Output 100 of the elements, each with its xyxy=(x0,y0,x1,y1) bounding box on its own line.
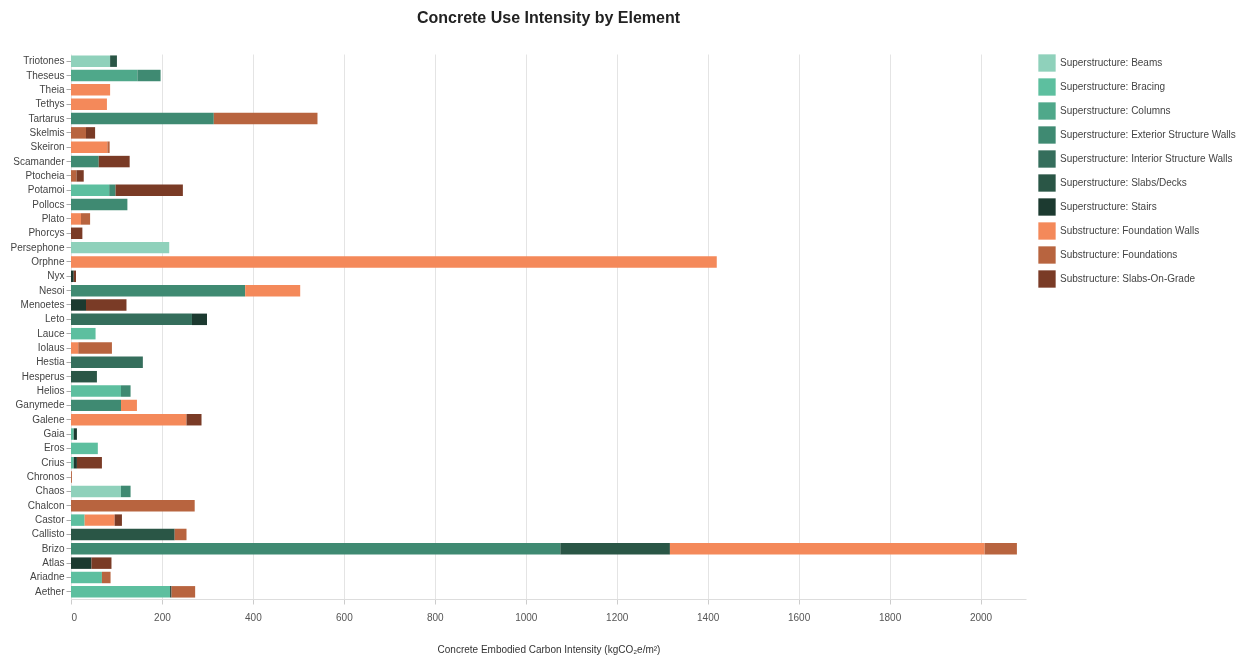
bar xyxy=(121,385,131,397)
bar xyxy=(71,528,175,541)
legend-label: Superstructure: Slabs/Decks xyxy=(1060,177,1187,188)
x-axis-title: Concrete Embodied Carbon Intensity (kgCO₂e/m²) xyxy=(437,643,661,655)
legend-label: Superstructure: Beams xyxy=(1060,57,1163,68)
y-tick-label: Brizo xyxy=(41,542,65,554)
legend-label: Superstructure: Exterior Structure Walls xyxy=(1060,129,1236,140)
bar xyxy=(984,543,1017,555)
bar xyxy=(101,571,111,584)
bar xyxy=(71,514,85,526)
bar xyxy=(71,557,92,569)
y-tick-label: Aether xyxy=(35,585,66,597)
legend-label: Superstructure: Interior Structure Walls xyxy=(1060,153,1233,164)
bar xyxy=(110,55,117,67)
y-tick-label: Galene xyxy=(32,413,65,425)
x-tick-label: 200 xyxy=(154,611,172,623)
bar xyxy=(71,184,110,196)
y-tick-label: Theseus xyxy=(26,69,65,81)
y-tick-label: Lauce xyxy=(37,327,65,339)
y-tick-label: Gaia xyxy=(43,428,65,440)
y-tick-label: Eros xyxy=(43,442,65,454)
legend-label: Superstructure: Columns xyxy=(1060,105,1171,116)
bar xyxy=(213,112,318,125)
bar xyxy=(71,500,195,512)
bar xyxy=(71,313,192,326)
bar xyxy=(191,313,207,326)
bar xyxy=(71,256,717,268)
bar xyxy=(71,413,187,426)
x-tick-label: 0 xyxy=(71,611,78,623)
bar xyxy=(114,514,122,526)
y-tick-label: Skelmis xyxy=(29,126,65,138)
bar xyxy=(71,284,246,297)
y-tick-label: Tartarus xyxy=(28,112,65,124)
bar xyxy=(71,370,97,383)
bar xyxy=(71,84,111,96)
bar xyxy=(71,385,122,397)
bar xyxy=(71,69,138,82)
bar xyxy=(71,241,170,254)
bar xyxy=(174,528,187,541)
bar xyxy=(115,184,183,196)
y-tick-label: Tethys xyxy=(35,98,65,110)
bar xyxy=(98,155,130,168)
x-tick-label: 1800 xyxy=(878,611,902,623)
y-tick-label: Ptocheia xyxy=(25,169,65,181)
y-tick-label: Chaos xyxy=(35,485,65,497)
x-tick-label: 1400 xyxy=(697,611,720,623)
y-tick-label: Skeiron xyxy=(30,141,65,153)
y-tick-label: Plato xyxy=(41,212,65,224)
bar xyxy=(71,586,171,598)
bar xyxy=(560,543,670,555)
legend-label: Superstructure: Stairs xyxy=(1060,201,1157,212)
y-tick-label: Phorcys xyxy=(28,227,65,239)
bar xyxy=(71,356,143,369)
y-tick-label: Crius xyxy=(41,456,65,468)
bar xyxy=(71,399,122,412)
bar xyxy=(71,485,122,498)
bar xyxy=(107,141,110,153)
bar xyxy=(71,327,96,340)
y-tick-label: Hesperus xyxy=(21,370,65,382)
y-tick-label: Ganymede xyxy=(15,399,65,411)
x-tick-label: 1600 xyxy=(787,611,811,623)
bar xyxy=(121,485,131,498)
bar xyxy=(71,543,561,555)
bar xyxy=(171,586,196,598)
y-tick-label: Leto xyxy=(45,313,65,325)
bar xyxy=(71,342,79,354)
bar xyxy=(91,557,112,569)
bar xyxy=(71,127,87,139)
y-tick-label: Orphne xyxy=(31,255,65,267)
y-tick-label: Theia xyxy=(39,83,65,95)
y-tick-label: Atlas xyxy=(42,557,65,569)
bar xyxy=(78,342,112,354)
bar xyxy=(71,299,87,311)
bar xyxy=(76,170,84,182)
bar xyxy=(71,55,111,67)
bar xyxy=(76,457,102,469)
y-tick-label: Chronos xyxy=(26,471,65,483)
bar xyxy=(71,112,214,125)
y-tick-label: Hestia xyxy=(36,356,65,368)
y-tick-label: Helios xyxy=(36,385,65,397)
bar xyxy=(71,571,102,584)
bar xyxy=(121,399,137,412)
legend-label: Substructure: Foundations xyxy=(1060,249,1178,260)
bar xyxy=(71,155,99,168)
bar xyxy=(245,284,301,297)
bar xyxy=(71,213,81,225)
x-tick-label: 400 xyxy=(245,611,263,623)
x-tick-label: 800 xyxy=(426,611,445,623)
bar xyxy=(137,69,161,82)
bar xyxy=(81,213,91,225)
x-tick-label: 1000 xyxy=(515,611,538,623)
x-tick-label: 1200 xyxy=(606,611,629,623)
bar xyxy=(71,442,98,455)
y-tick-label: Potamoi xyxy=(27,184,65,196)
legend-label: Superstructure: Bracing xyxy=(1060,81,1166,92)
bar xyxy=(186,413,202,426)
chart-title: Concrete Use Intensity by Element xyxy=(416,9,681,26)
y-tick-label: Nyx xyxy=(47,270,65,282)
bar xyxy=(71,198,128,211)
x-tick-label: 2000 xyxy=(969,611,993,623)
